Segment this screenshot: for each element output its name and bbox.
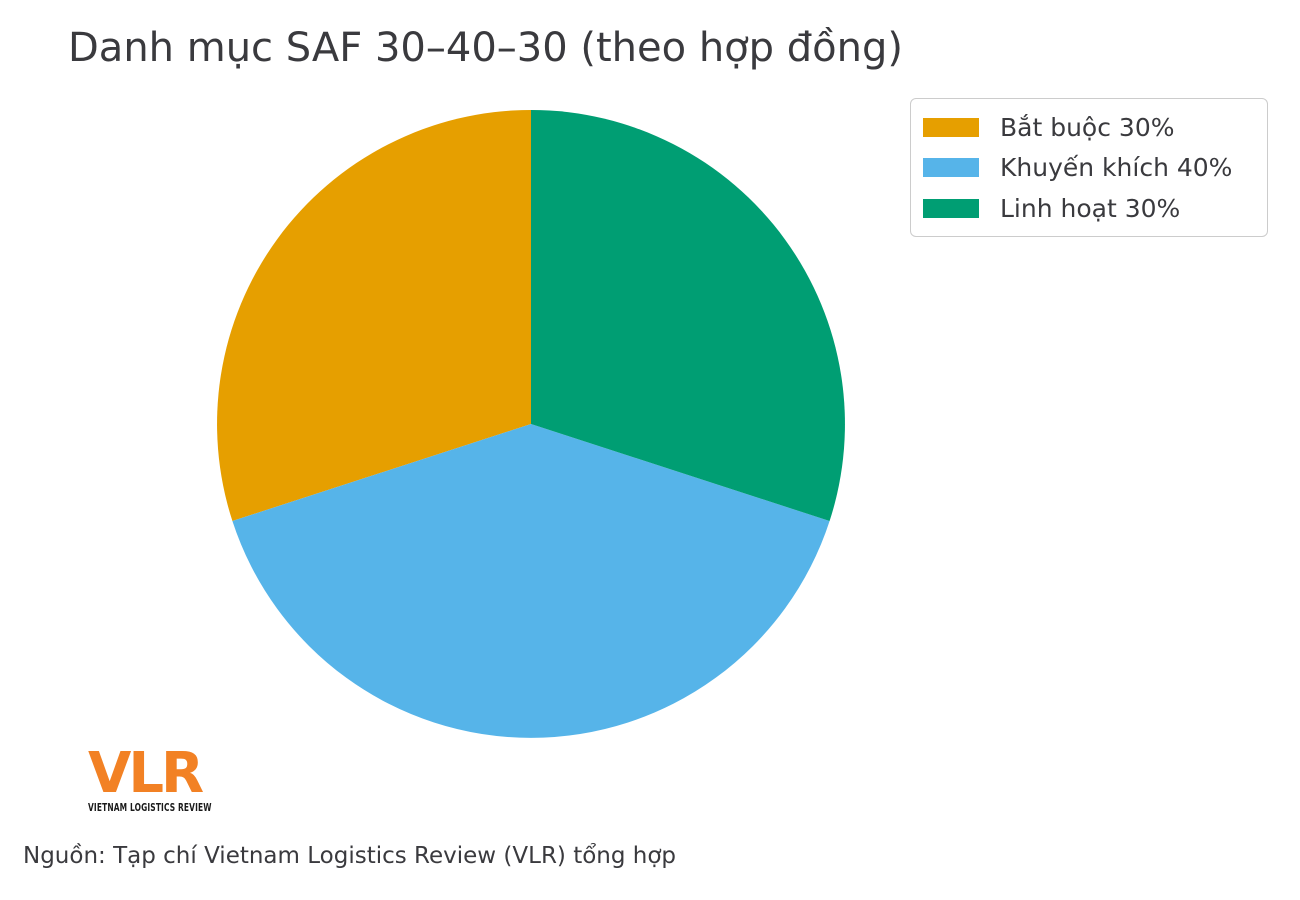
vlr-logo-text: VLR (88, 741, 204, 806)
legend-row: Khuyến khích 40% (923, 153, 1255, 182)
legend-swatch-khuyen-khich (923, 158, 979, 177)
legend-row: Bắt buộc 30% (923, 113, 1255, 142)
legend-swatch-bat-buoc (923, 117, 979, 137)
chart-title: Danh mục SAF 30–40–30 (theo hợp đồng) (68, 25, 903, 71)
pie-slice-bắt-buộc (217, 110, 531, 521)
pie-slice-linh-hoạt (531, 110, 845, 521)
legend-label-bat-buoc: Bắt buộc 30% (1000, 112, 1175, 142)
legend-row: Linh hoạt 30% (923, 194, 1255, 223)
legend-label-khuyen-khich: Khuyến khích 40% (1000, 153, 1233, 182)
vlr-logo-tagline: VIETNAM LOGISTICS REVIEW (88, 801, 212, 814)
vlr-logo: VLR VIETNAM LOGISTICS REVIEW (88, 741, 248, 815)
pie-slice-khuyến-khích (232, 424, 830, 738)
legend-label-linh-hoat: Linh hoạt 30% (1000, 193, 1181, 223)
legend-swatch-linh-hoat (923, 198, 979, 218)
legend-box: Bắt buộc 30% Khuyến khích 40% Linh hoạt … (910, 98, 1268, 237)
source-caption: Nguồn: Tạp chí Vietnam Logistics Review … (23, 843, 677, 869)
